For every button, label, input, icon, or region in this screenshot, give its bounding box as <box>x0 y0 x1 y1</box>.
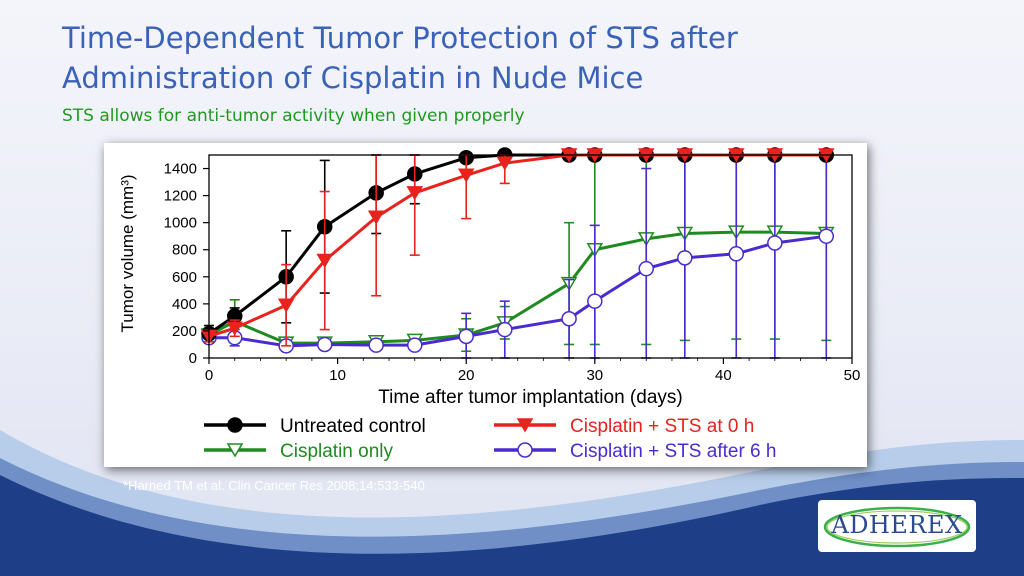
data-point <box>677 250 693 266</box>
citation-text: *Harned TM et al. Clin Cancer Res 2008;1… <box>123 478 425 493</box>
data-point <box>818 228 835 244</box>
legend-label: Cisplatin + STS after 6 h <box>570 441 776 462</box>
axes: 0 200 400 600 800 1000 1200 1400 0 10 20 30 40 50 <box>164 154 861 384</box>
x-tick-label: 30 <box>586 367 603 384</box>
legend: Untreated control Cisplatin + STS at 0 h C… <box>204 416 776 462</box>
y-tick-label: 400 <box>172 296 197 313</box>
data-point <box>767 235 783 251</box>
legend-label: Cisplatin + STS at 0 h <box>570 416 754 437</box>
series-line <box>208 153 827 338</box>
y-tick-label: 0 <box>189 350 197 367</box>
legend-marker <box>517 442 533 458</box>
legend-label: Untreated control <box>280 416 426 437</box>
data-point <box>496 156 514 171</box>
wave-dark <box>0 475 1024 576</box>
slide-title-line2: Administration of Cisplatin in Nude Mice <box>62 61 644 95</box>
y-tick-label: 1400 <box>164 161 197 178</box>
tumor-volume-chart: 0 200 400 600 800 1000 1200 1400 0 10 20 30 40 50 Tum… <box>118 147 861 462</box>
legend-item: Cisplatin + STS at 0 h <box>494 416 754 437</box>
y-tick-label: 1000 <box>164 215 197 232</box>
x-tick-label: 20 <box>458 367 475 384</box>
data-point <box>406 186 424 201</box>
data-point <box>367 210 385 225</box>
legend-item: Untreated control <box>204 416 426 437</box>
data-point <box>407 337 423 353</box>
data-point <box>316 336 333 353</box>
data-point <box>497 321 513 338</box>
logo-swoosh <box>823 506 971 548</box>
slide-title-line1: Time-Dependent Tumor Protection of STS a… <box>62 21 738 55</box>
chart-panel: 0 200 400 600 800 1000 1200 1400 0 10 20 30 40 50 Tum… <box>104 143 867 467</box>
data-point <box>316 253 334 269</box>
legend-item: Cisplatin only <box>204 441 393 462</box>
legend-marker <box>226 443 244 458</box>
legend-label: Cisplatin only <box>280 441 393 462</box>
x-tick-label: 10 <box>329 367 346 384</box>
data-point <box>368 337 384 353</box>
data-point <box>457 168 475 183</box>
data-point <box>561 311 577 327</box>
data-point <box>226 321 244 336</box>
series-untreated-control <box>201 147 835 343</box>
plot-frame <box>208 154 853 359</box>
data-point <box>587 293 603 309</box>
data-point <box>277 298 295 313</box>
y-tick-label: 800 <box>172 242 197 259</box>
adherex-logo: ADHEREX <box>818 500 976 552</box>
y-axis-label: Tumor volume (mm³) <box>118 174 137 332</box>
legend-item: Cisplatin + STS after 6 h <box>494 441 776 462</box>
logo-text: ADHEREX <box>831 511 963 539</box>
data-point <box>458 328 474 345</box>
plot-area <box>200 147 835 359</box>
data-point <box>638 260 654 277</box>
series-line <box>208 153 827 335</box>
x-tick-label: 40 <box>715 367 732 384</box>
legend-marker <box>516 418 534 433</box>
slide-subtitle: STS allows for anti-tumor activity when … <box>62 106 525 126</box>
x-tick-label: 50 <box>844 367 861 384</box>
y-tick-label: 600 <box>172 269 197 286</box>
slide-title: Time-Dependent Tumor Protection of STS a… <box>62 18 962 98</box>
y-tick-label: 200 <box>172 323 197 340</box>
x-tick-label: 0 <box>205 367 213 384</box>
series-cisplatin-sts-after-6-h <box>201 154 835 359</box>
x-axis-label: Time after tumor implantation (days) <box>378 387 682 408</box>
data-point <box>728 246 745 262</box>
y-tick-label: 1200 <box>164 188 197 205</box>
legend-marker <box>227 417 243 433</box>
